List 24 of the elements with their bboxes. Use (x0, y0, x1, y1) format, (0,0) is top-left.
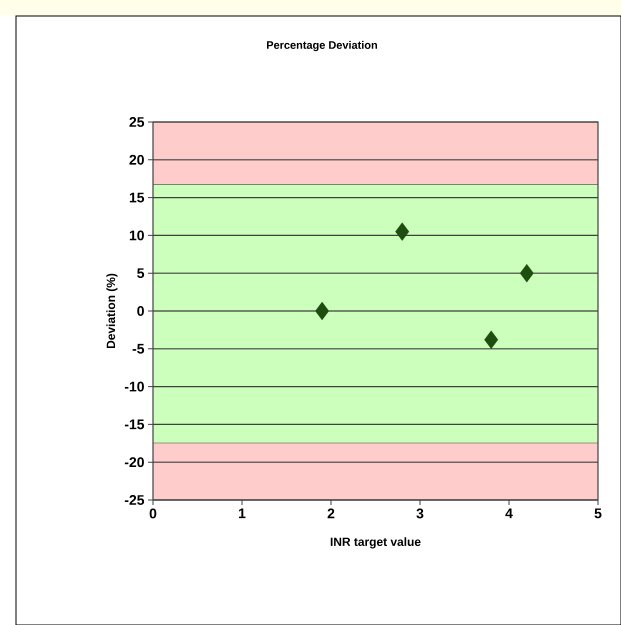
x-tick-label: 3 (416, 508, 424, 518)
x-tick-label: 5 (594, 508, 602, 518)
point (484, 330, 498, 349)
y-tick-label: 25 (129, 117, 144, 127)
y-tick-label: -25 (124, 495, 144, 505)
x-axis-title: INR target value (330, 537, 421, 548)
y-tick-label: 5 (137, 268, 144, 278)
y-tick-label: 10 (130, 230, 144, 240)
chart-title: Percentage Deviation (267, 40, 378, 52)
y-tick-label: 0 (137, 306, 144, 316)
y-tick-label: -5 (132, 344, 144, 354)
y-tick-label: 20 (129, 154, 144, 165)
y-tick-label: 15 (130, 192, 144, 202)
x-tick-label: 2 (328, 508, 334, 518)
y-tick-label: -20 (124, 457, 144, 468)
y-tick-label: -15 (124, 420, 144, 430)
x-tick-label: 0 (150, 508, 156, 518)
x-tick-label: 4 (505, 508, 513, 518)
point (520, 264, 534, 282)
y-axis-title: Deviation (%) (106, 274, 118, 348)
x-tick-label: 1 (238, 508, 246, 518)
point (395, 222, 410, 241)
y-tick-label: -10 (124, 382, 144, 392)
point (315, 302, 330, 320)
